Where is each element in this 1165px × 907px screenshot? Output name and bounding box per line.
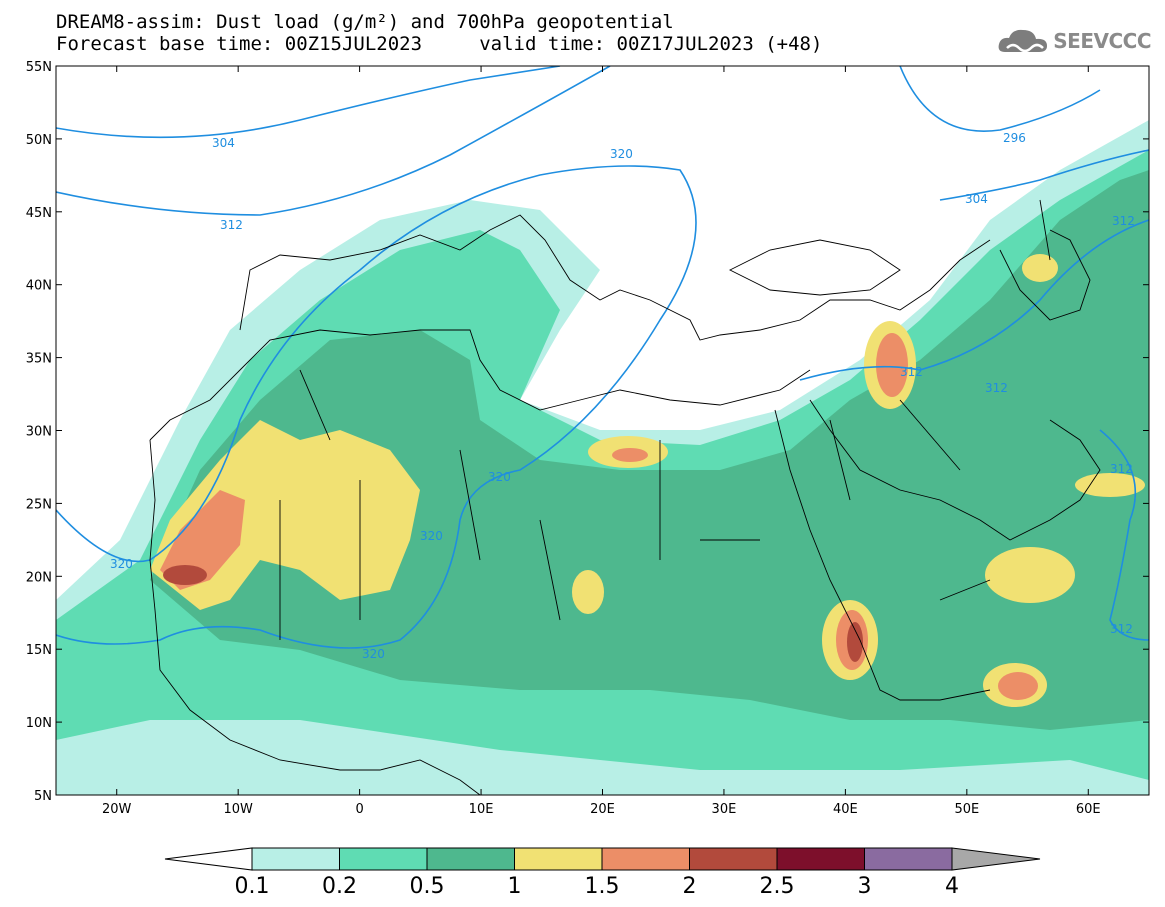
contour-label: 320 [362,647,385,661]
europe-coast [239,214,991,341]
colorbar-label: 1.5 [585,874,620,899]
lon-label: 40E [833,802,858,817]
contour-312-east [799,219,1149,381]
coastlines-and-borders [149,199,1101,795]
colorbar-high-triangle [951,847,1041,871]
contour-312-south [1099,429,1149,641]
contour-label: 312 [985,381,1008,395]
red-sea-coast [774,409,991,701]
contour-label: 296 [1003,131,1026,145]
black-sea-coast [728,239,901,296]
contour-312-west [56,66,611,216]
caspian-coast [999,229,1091,321]
lon-label: 10E [469,802,494,817]
contour-label: 304 [965,192,988,206]
colorbar-label: 4 [945,874,959,899]
contour-label: 320 [110,557,133,571]
lon-label: 20E [590,802,615,817]
longitude-labels: 20W 10W 0 10E 20E 30E 40E 50E 60E [102,802,1101,817]
colorbar-swatch [251,847,340,871]
colorbar-swatch [339,847,428,871]
lon-label: 20W [102,802,132,817]
colorbar: 0.1 0.2 0.5 1 1.5 2 2.5 3 4 [164,847,1041,899]
contour-label: 312 [900,365,923,379]
colorbar-label: 0.5 [410,874,445,899]
lat-label: 45N [26,206,52,221]
border-lines [279,199,1051,640]
lon-label: 30E [712,802,737,817]
colorbar-label: 0.2 [322,874,357,899]
contour-label: 312 [220,218,243,232]
lat-label: 35N [26,352,52,367]
dust-band-1-gulf [1075,473,1145,497]
contour-label: 304 [212,136,235,150]
lat-label: 50N [26,133,52,148]
africa-north-coast [149,329,811,441]
lon-label: 10W [223,802,253,817]
contour-label: 312 [1110,622,1133,636]
colorbar-label: 1 [508,874,522,899]
lat-label: 15N [26,643,52,658]
colorbar-swatch [601,847,690,871]
contour-label: 312 [1112,214,1135,228]
dust-band-1.5-iraq [876,333,908,397]
dust-band-1.5-arabian-sea [998,672,1038,700]
dust-band-1-kazakhstan [1022,254,1058,282]
dust-field [56,66,1149,795]
dust-band-1-oman [985,547,1075,603]
lat-label: 20N [26,570,52,585]
lat-label: 5N [34,789,52,804]
dust-band-0.5 [150,170,1149,730]
colorbar-label: 2 [683,874,697,899]
colorbar-label: 2.5 [760,874,795,899]
dust-band-1.5-libya [612,448,648,462]
lon-label: 60E [1076,802,1101,817]
contour-304-east [939,149,1149,201]
cloud-icon [998,29,1048,53]
contour-label: 320 [488,470,511,484]
contour-296-east [899,66,1101,132]
axis-ticks [56,65,1149,796]
lon-label: 0 [355,802,363,817]
contour-320 [56,165,697,649]
dust-band-1.5 [160,490,245,590]
dust-band-1-chad [572,570,604,614]
colorbar-swatch [689,847,778,871]
map-title: DREAM8-assim: Dust load (g/m²) and 700hP… [56,11,674,33]
contour-label: 320 [420,529,443,543]
africa-west-coast [149,439,481,795]
colorbar-swatch [514,847,603,871]
arabia-coast [809,399,1101,541]
lat-label: 25N [26,497,52,512]
geopotential-contours [56,66,1149,649]
colorbar-low-triangle [164,847,253,871]
lat-label: 40N [26,279,52,294]
forecast-time-subtitle: Forecast base time: 00Z15JUL2023 valid t… [56,33,823,55]
dust-band-2-mauritania [163,565,207,585]
colorbar-swatch [776,847,865,871]
colorbar-label: 3 [858,874,872,899]
latitude-labels: 55N 50N 45N 40N 35N 30N 25N 20N 15N 10N 5N [26,60,52,804]
lat-label: 55N [26,60,52,75]
dust-band-2-eritrea [847,622,863,662]
colorbar-label: 0.1 [235,874,270,899]
logo-text: SEEVCCC [1053,29,1151,53]
lat-label: 30N [26,425,52,440]
contour-label: 312 [1110,462,1133,476]
colorbar-swatch [426,847,515,871]
lon-label: 50E [954,802,979,817]
contour-label: 320 [610,147,633,161]
contour-labels: 304 312 320 320 320 320 320 296 304 312 … [110,131,1135,661]
lat-label: 10N [26,716,52,731]
colorbar-swatch [864,847,953,871]
seevccc-logo: SEEVCCC [997,26,1151,56]
contour-304-west [56,66,561,139]
